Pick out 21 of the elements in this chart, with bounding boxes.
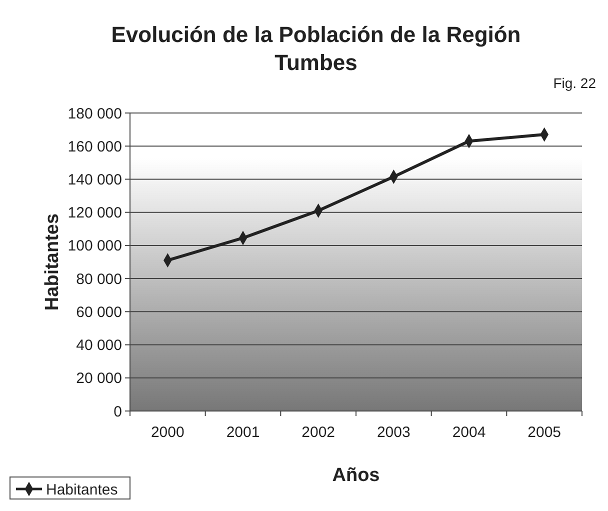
legend-label: Habitantes [46,481,118,498]
y-tick-label: 40 000 [76,337,122,354]
y-axis-title: Habitantes [42,213,63,311]
x-tick-label: 2005 [528,424,562,441]
y-tick-label: 180 000 [68,105,122,122]
x-tick-label: 2003 [376,424,410,441]
x-tick-label: 2001 [226,424,260,441]
x-tick-label: 2002 [302,424,336,441]
y-tick-label: 80 000 [76,270,122,288]
x-tick-label: 2004 [452,424,486,441]
y-tick-label: 0 [114,403,122,420]
caption: Fig. 22 [553,75,596,91]
chart-title: Evolución de la Población de la Región Tumbes [111,22,521,75]
y-tick-label: 100 000 [68,238,122,255]
x-axis-title: Años [332,465,380,486]
x-tick-label: 2000 [150,424,184,441]
y-tick-label: 120 000 [68,204,122,222]
y-tick-label: 60 000 [76,304,122,321]
y-tick-label: 140 000 [68,171,122,188]
y-tick-label: 20 000 [76,370,122,388]
y-tick-label: 160 000 [68,138,122,156]
